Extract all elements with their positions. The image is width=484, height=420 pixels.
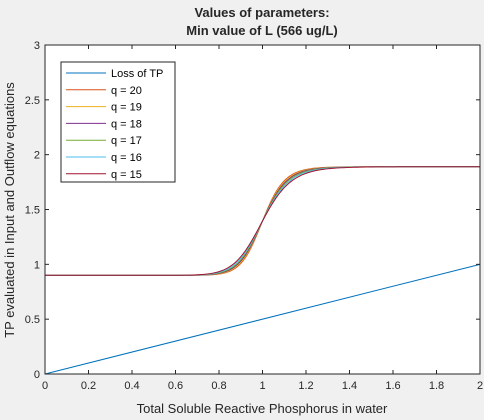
x-tick-label: 1.6 <box>385 380 400 392</box>
x-tick-label: 1.8 <box>429 380 444 392</box>
legend-label: q = 16 <box>111 152 142 164</box>
series-layer <box>44 166 481 375</box>
x-tick-label: 0 <box>42 380 48 392</box>
series-line-6 <box>45 166 480 276</box>
x-tick-label: 2 <box>477 380 483 392</box>
legend-label: Loss of TP <box>111 68 163 80</box>
legend-label: q = 15 <box>111 169 142 181</box>
y-tick-label: 1 <box>34 259 40 271</box>
x-tick-label: 0.6 <box>168 380 183 392</box>
x-axis-label: Total Soluble Reactive Phosphorus in wat… <box>137 401 388 416</box>
x-tick-label: 1.4 <box>342 380 357 392</box>
y-tick-label: 3 <box>34 40 40 52</box>
series-line-0 <box>44 263 481 375</box>
y-tick-label: 1.5 <box>25 205 40 217</box>
chart-title-line-1: Values of parameters: <box>194 5 329 20</box>
chart-title-line-2: Min value of L (566 ug/L) <box>186 23 337 38</box>
legend-label: q = 20 <box>111 85 142 97</box>
x-tick-label: 1.2 <box>298 380 313 392</box>
x-tick-label: 0.4 <box>124 380 139 392</box>
y-tick-label: 2 <box>34 150 40 162</box>
y-tick-label: 0.5 <box>25 314 40 326</box>
x-tick-label: 1 <box>259 380 265 392</box>
legend-box <box>60 61 176 183</box>
x-axis: 0 0.2 0.4 0.6 0.8 1 1.2 1.4 1.6 1.8 2 <box>42 45 483 392</box>
y-tick-label: 0 <box>34 369 40 381</box>
legend: Loss of TP q = 20 q = 19 q = 18 q = 17 q = 16… <box>60 61 176 183</box>
x-tick-label: 0.8 <box>211 380 226 392</box>
y-axis-label: TP evaluated in Input and Outflow equati… <box>2 82 17 338</box>
legend-label: q = 17 <box>111 135 142 147</box>
legend-label: q = 19 <box>111 102 142 114</box>
y-axis: 0 0.5 1 1.5 2 2.5 3 <box>25 40 480 381</box>
x-tick-label: 0.2 <box>81 380 96 392</box>
legend-label: q = 18 <box>111 118 142 130</box>
y-tick-label: 2.5 <box>25 95 40 107</box>
